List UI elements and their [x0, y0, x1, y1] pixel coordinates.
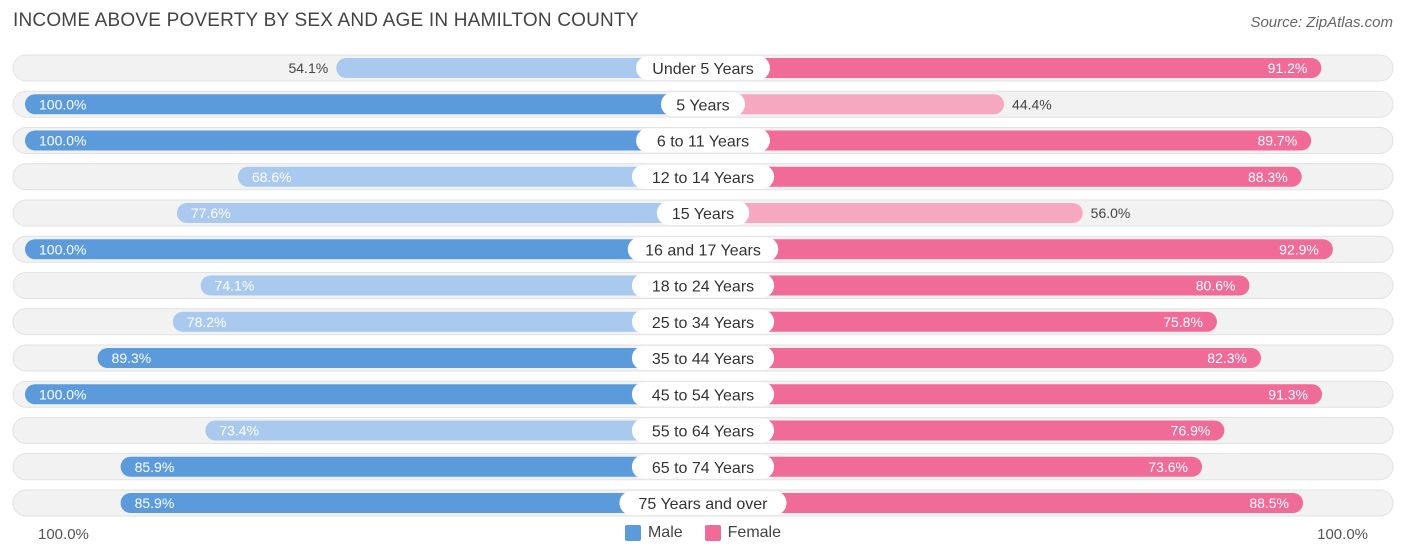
data-label-female: 73.6%	[1148, 459, 1188, 475]
category-pill	[631, 164, 775, 189]
bar-male	[205, 420, 703, 441]
data-label-female: 91.3%	[1268, 386, 1308, 402]
data-label-female: 91.2%	[1268, 60, 1308, 76]
bar-female	[703, 275, 1250, 296]
bar-female	[703, 58, 1322, 78]
bar-male	[25, 384, 703, 405]
bar-male	[25, 130, 703, 151]
bar-female	[703, 384, 1323, 405]
bar-female	[703, 166, 1302, 187]
data-label-male: 78.2%	[187, 314, 227, 330]
data-label-male: 100.0%	[39, 386, 86, 402]
category-label: 16 and 17 Years	[645, 242, 761, 259]
bar-female	[703, 203, 1083, 223]
data-label-female: 92.9%	[1279, 241, 1319, 257]
bar-male	[200, 275, 704, 296]
source-note: Source: ZipAtlas.com	[1250, 14, 1393, 31]
bar-female	[703, 94, 1005, 115]
category-label: 25 to 34 Years	[652, 315, 754, 332]
axis-right-label: 100.0%	[1317, 526, 1368, 543]
bar-male	[25, 94, 703, 115]
legend-label-female: Female	[727, 524, 782, 541]
category-label: 18 to 24 Years	[652, 279, 754, 296]
data-label-male: 100.0%	[39, 96, 86, 112]
data-label-female: 44.4%	[1012, 96, 1052, 112]
bar-male	[25, 239, 703, 260]
bar-male	[120, 456, 703, 477]
category-label: 15 Years	[672, 206, 734, 223]
data-label-female: 76.9%	[1171, 423, 1211, 439]
legend-item-female[interactable]: Female	[704, 524, 782, 542]
category-pill	[631, 273, 775, 298]
category-label: 12 to 14 Years	[652, 170, 754, 187]
category-pill	[631, 346, 775, 370]
bar-male	[336, 58, 703, 78]
data-label-male: 68.6%	[252, 169, 292, 185]
category-pill	[656, 201, 750, 225]
category-pill	[636, 56, 770, 80]
bar-female	[703, 130, 1312, 151]
category-pill	[636, 128, 770, 153]
legend-item-male[interactable]: Male	[624, 524, 683, 542]
bar-male	[172, 311, 703, 332]
data-label-female: 75.8%	[1163, 314, 1203, 330]
bar-male	[97, 348, 703, 368]
category-pill	[619, 491, 787, 515]
data-label-male: 100.0%	[39, 241, 86, 257]
bar-male	[176, 203, 703, 223]
data-label-male: 54.1%	[288, 60, 328, 76]
category-label: 75 Years and over	[639, 496, 769, 513]
chart-title: INCOME ABOVE POVERTY BY SEX AND AGE IN H…	[13, 10, 639, 31]
category-pill	[631, 309, 775, 334]
data-label-female: 80.6%	[1196, 278, 1236, 294]
category-pill	[631, 418, 775, 443]
bar-female	[703, 348, 1261, 368]
bar-female	[703, 456, 1203, 477]
category-pill	[631, 454, 775, 479]
legend-label-male: Male	[647, 524, 683, 541]
data-label-male: 85.9%	[135, 495, 175, 511]
bar-female	[703, 239, 1333, 260]
data-label-male: 74.1%	[215, 278, 255, 294]
category-label: 5 Years	[676, 97, 729, 114]
bar-male	[120, 493, 703, 513]
data-label-male: 100.0%	[39, 133, 86, 149]
legend: Male Female	[0, 524, 1406, 542]
category-label: 55 to 64 Years	[652, 424, 754, 441]
data-label-female: 82.3%	[1207, 350, 1247, 366]
category-label: 6 to 11 Years	[657, 134, 749, 151]
legend-swatch-male	[624, 525, 641, 541]
bar-male	[237, 166, 703, 187]
category-label: 65 to 74 Years	[652, 460, 754, 477]
legend-swatch-female	[704, 525, 721, 541]
data-label-male: 77.6%	[191, 205, 231, 221]
axis-left-label: 100.0%	[38, 526, 89, 543]
bar-female	[703, 493, 1304, 513]
category-pill	[627, 237, 779, 262]
data-label-male: 89.3%	[112, 350, 152, 366]
category-pill	[660, 92, 746, 117]
bar-chart: 54.1% 91.2% Under 5 Years 100.0% 44.4% 5 Year…	[12, 54, 1394, 517]
category-label: 45 to 54 Years	[652, 387, 754, 404]
category-label: Under 5 Years	[652, 61, 753, 78]
data-label-male: 73.4%	[219, 423, 259, 439]
data-label-male: 85.9%	[135, 459, 175, 475]
category-pill	[631, 382, 775, 407]
bar-female	[703, 311, 1217, 332]
data-label-female: 88.3%	[1248, 169, 1288, 185]
data-label-female: 88.5%	[1249, 495, 1289, 511]
data-label-female: 89.7%	[1257, 133, 1297, 149]
bar-female	[703, 420, 1225, 441]
category-label: 35 to 44 Years	[652, 351, 754, 368]
data-label-female: 56.0%	[1091, 205, 1131, 221]
